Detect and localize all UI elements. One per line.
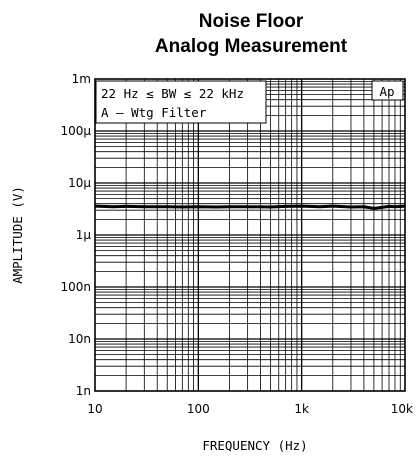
series-layer (94, 204, 406, 210)
annotation-box: 22 Hz ≤ BW ≤ 22 kHz A – Wtg Filter (95, 80, 267, 124)
y-tick-label: 100n (60, 280, 91, 294)
chart-title-line2: Analog Measurement (155, 36, 348, 57)
x-tick-label: 10 (87, 402, 102, 416)
x-tick-label: 1k (294, 402, 309, 416)
series-line-0 (94, 204, 406, 210)
ap-badge: Ap (371, 80, 404, 101)
x-tick-labels: 10 100 1k 10k (87, 402, 413, 416)
y-tick-label: 10μ (68, 176, 91, 190)
x-tick-label: 100 (187, 402, 210, 416)
chart-title-line1: Noise Floor (199, 11, 304, 32)
y-tick-label: 1μ (76, 228, 92, 242)
y-tick-label: 1n (76, 384, 91, 398)
y-axis-label: AMPLITUDE (V) (10, 186, 25, 284)
x-tick-label: 10k (391, 402, 413, 416)
plot-frame (94, 78, 406, 392)
y-tick-labels: 1m 100μ 10μ 1μ 100n 10n 1n (60, 72, 91, 398)
y-tick-label: 100μ (60, 124, 91, 138)
annotation-bandwidth: 22 Hz ≤ BW ≤ 22 kHz (101, 86, 244, 101)
x-axis-label: FREQUENCY (Hz) (202, 438, 307, 453)
grid-lines (95, 79, 405, 391)
y-tick-label: 1m (72, 72, 91, 86)
y-tick-label: 10n (68, 332, 91, 346)
ap-badge-label: Ap (379, 84, 394, 99)
annotation-filter: A – Wtg Filter (101, 105, 207, 120)
